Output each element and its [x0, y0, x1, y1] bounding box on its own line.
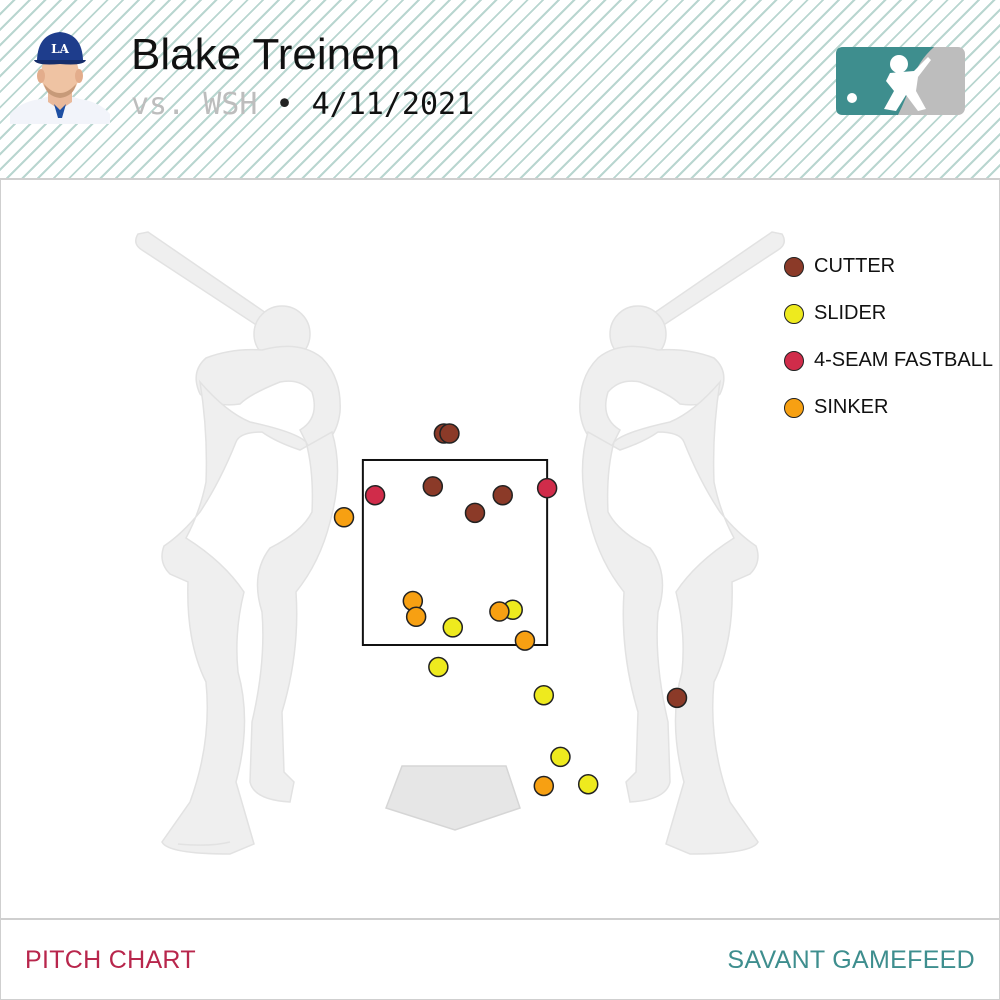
pitch-point-4-seam-fastball[interactable] — [364, 484, 386, 506]
strike-zone — [361, 458, 549, 646]
legend-swatch — [784, 304, 804, 324]
svg-text:LA: LA — [51, 42, 69, 56]
legend-label: SINKER — [814, 396, 889, 418]
savant-gamefeed-link[interactable]: SAVANT GAMEFEED — [727, 946, 975, 974]
pitch-chart-tab[interactable]: PITCH CHART — [25, 946, 196, 974]
pitch-point-cutter[interactable] — [439, 423, 460, 444]
pitch-point-sinker[interactable] — [533, 775, 555, 797]
player-headshot-icon: LA — [10, 32, 110, 124]
legend-swatch — [784, 257, 804, 277]
left-batter-silhouette — [135, 231, 341, 855]
pitch-point-cutter[interactable] — [422, 476, 444, 497]
opponent-label: vs. WSH — [131, 87, 258, 122]
mlb-logo-icon — [836, 47, 965, 115]
pitch-point-slider[interactable] — [442, 617, 464, 638]
pitch-point-4-seam-fastball[interactable] — [536, 477, 558, 499]
legend-label: 4-SEAM FASTBALL — [814, 349, 993, 371]
game-date: 4/11/2021 — [311, 87, 475, 122]
game-header: LA Blake Treinen vs. WSH • 4/11/2021 — [0, 0, 1000, 180]
pitch-point-sinker[interactable] — [489, 601, 510, 622]
footer-divider — [0, 918, 1000, 920]
pitch-point-slider[interactable] — [577, 773, 599, 795]
legend-label: CUTTER — [814, 255, 896, 277]
right-batter-silhouette — [579, 231, 785, 855]
pitch-point-sinker[interactable] — [405, 606, 427, 628]
pitch-point-sinker[interactable] — [333, 507, 355, 528]
legend-label: SLIDER — [814, 302, 887, 324]
legend-swatch — [784, 351, 804, 371]
pitch-point-cutter[interactable] — [666, 687, 688, 709]
pitch-point-slider[interactable] — [428, 656, 449, 678]
player-name: Blake Treinen — [131, 30, 401, 79]
pitch-point-cutter[interactable] — [464, 502, 486, 524]
pitch-point-sinker[interactable] — [514, 630, 536, 651]
pitch-points — [333, 423, 688, 797]
pitch-point-slider[interactable] — [533, 684, 555, 706]
separator-dot: • — [275, 87, 294, 122]
pitch-chart — [0, 182, 1000, 918]
pitch-point-slider[interactable] — [550, 746, 571, 768]
game-subline: vs. WSH • 4/11/2021 — [131, 87, 474, 122]
pitch-chart-svg — [135, 231, 785, 855]
home-plate — [385, 765, 521, 831]
pitch-point-cutter[interactable] — [492, 484, 513, 506]
legend-swatch — [784, 398, 804, 418]
